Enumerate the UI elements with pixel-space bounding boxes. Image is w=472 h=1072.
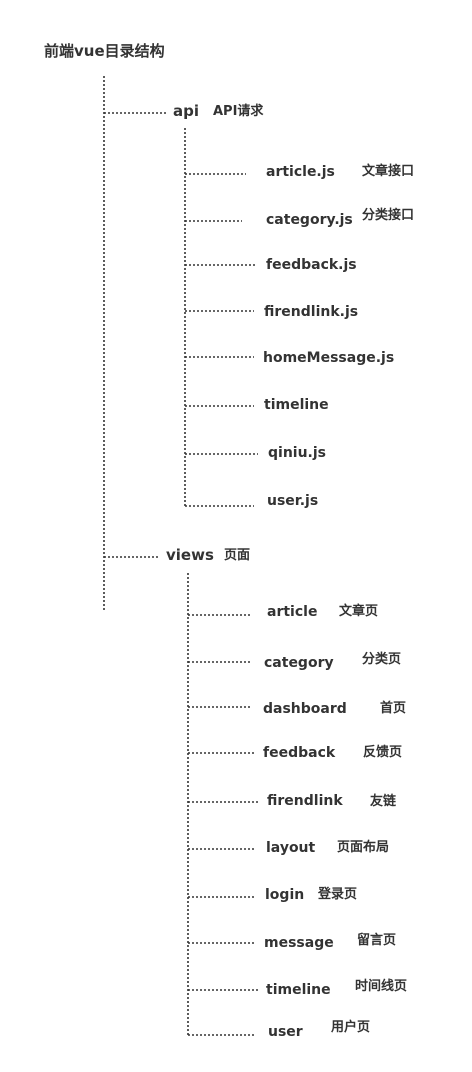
api-file-name: homeMessage.js (263, 350, 395, 366)
api-file-name: user.js (267, 493, 319, 509)
views-folder-item-name: dashboard (263, 701, 347, 717)
views-folder-item-name: feedback (263, 745, 336, 761)
diagram-title: 前端vue目录结构 (44, 42, 165, 60)
views-folder-item-name: firendlink (267, 793, 343, 809)
views-folder-item-desc: 用户页 (331, 1020, 371, 1035)
views-folder-item-desc: 页面布局 (337, 840, 390, 855)
views-folder-item-desc: 时间线页 (355, 979, 408, 994)
api-file-name: firendlink.js (264, 304, 359, 320)
api-file-name: article.js (266, 164, 335, 180)
api-file-name: timeline (264, 397, 329, 413)
views-folder-item-desc: 反馈页 (363, 745, 403, 760)
api-folder-desc: API请求 (213, 104, 264, 119)
views-folder-item-desc: 友链 (370, 794, 397, 809)
api-folder-name: api (173, 102, 200, 120)
views-folder-item-name: login (265, 887, 305, 903)
views-folder-item-name: article (267, 604, 318, 620)
views-folder-item-name: message (264, 935, 334, 951)
views-folder-item-desc: 文章页 (339, 604, 379, 619)
views-folder-item-desc: 留言页 (357, 933, 397, 948)
views-folder-item-name: user (268, 1024, 303, 1040)
api-file-desc: 文章接口 (362, 164, 415, 179)
api-file-name: category.js (266, 212, 353, 228)
views-folder-name: views (166, 546, 214, 564)
views-folder-item-desc: 首页 (380, 701, 407, 716)
api-file-desc: 分类接口 (362, 208, 415, 223)
views-folder-item-name: timeline (266, 982, 331, 998)
views-folder-item-name: category (264, 655, 334, 671)
views-folder-item-name: layout (266, 840, 316, 856)
api-file-name: feedback.js (266, 257, 357, 273)
views-folder-item-desc: 分类页 (362, 652, 402, 667)
views-folder-item-desc: 登录页 (318, 887, 358, 902)
views-folder-desc: 页面 (224, 548, 251, 563)
api-file-name: qiniu.js (268, 445, 327, 461)
